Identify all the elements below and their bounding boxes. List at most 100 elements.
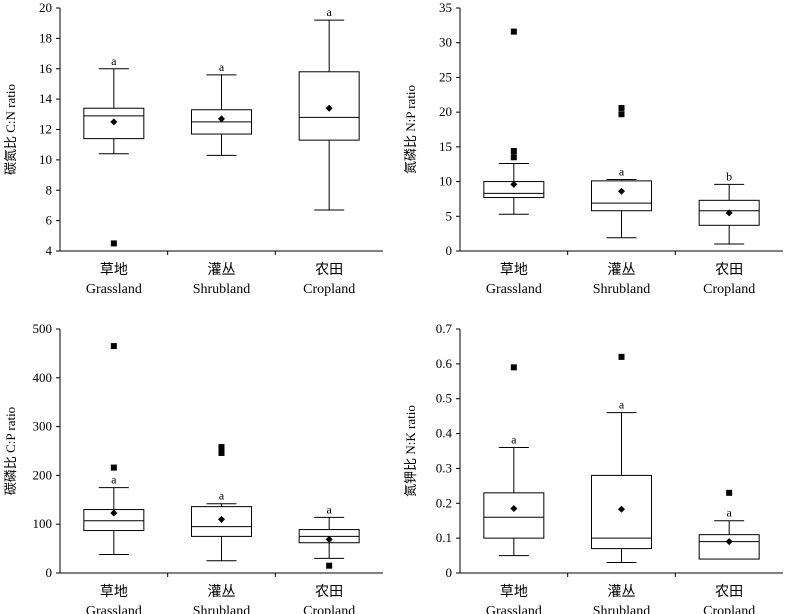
chart-panel-4: 0 0.1 0.2 0.3 0.4 0.5 0.6 0.7 氮钾比 N:K ratio 草地 Gra… xyxy=(403,321,783,614)
y-tick-label: 4 xyxy=(46,243,53,258)
category-label-zh: 灌丛 xyxy=(208,584,236,600)
significance-letter: a xyxy=(727,506,733,520)
y-axis-title: 氮磷比 N:P ratio xyxy=(403,85,418,174)
category-label-en: Cropland xyxy=(303,282,355,297)
category-label-en: Grassland xyxy=(486,604,542,614)
mean-marker xyxy=(618,187,625,195)
significance-letter: a xyxy=(111,473,117,487)
y-axis-title: 碳氮比 C:N ratio xyxy=(3,84,18,175)
y-tick-label: 400 xyxy=(33,370,53,385)
y-axis-title: 氮钾比 N:K ratio xyxy=(403,405,418,497)
y-tick-label: 0.2 xyxy=(436,495,452,510)
mean-marker xyxy=(325,104,333,112)
mean-marker xyxy=(110,118,118,126)
category-label-en: Grassland xyxy=(486,282,542,297)
category-label-zh: 农田 xyxy=(315,584,343,600)
box-plot-cropland: b xyxy=(698,169,760,245)
category-label-en: Grassland xyxy=(86,604,142,614)
y-tick-label: 5 xyxy=(446,208,453,223)
box-plot-shrubland: a xyxy=(591,104,652,239)
significance-letter: a xyxy=(111,54,117,68)
box-plot-shrubland: a xyxy=(191,444,252,562)
significance-letter: a xyxy=(219,489,225,503)
category-label-zh: 灌丛 xyxy=(608,584,636,600)
chart-panel-1: 4 6 8 10 12 14 16 18 20 碳氮比 C:N ratio 草地 Grassland 灌… xyxy=(3,0,383,297)
outlier-point xyxy=(110,240,117,247)
y-tick-label: 10 xyxy=(39,152,52,167)
outlier-point xyxy=(110,464,117,471)
category-label-en: Cropland xyxy=(703,604,755,614)
mean-marker xyxy=(510,505,518,513)
y-tick-label: 18 xyxy=(39,30,52,45)
y-axis-title: 碳磷比 C:P ratio xyxy=(3,407,18,495)
mean-marker xyxy=(510,180,518,188)
significance-letter: a xyxy=(327,502,333,516)
mean-marker xyxy=(218,115,225,123)
y-tick-label: 200 xyxy=(33,467,53,482)
y-tick-label: 0.6 xyxy=(436,356,453,371)
box-plot-shrubland: a xyxy=(191,60,252,156)
significance-letter: a xyxy=(327,5,333,19)
category-label-zh: 灌丛 xyxy=(608,262,636,278)
interquartile-box xyxy=(591,180,652,212)
box-plot-grassland: a xyxy=(483,28,545,215)
outlier-point xyxy=(326,562,333,569)
box-plot-grassland: a xyxy=(483,364,545,557)
outlier-point xyxy=(618,104,625,111)
category-label-en: Shrubland xyxy=(193,282,251,297)
y-tick-label: 15 xyxy=(439,139,452,154)
category-label-zh: 灌丛 xyxy=(208,262,236,278)
chart-panel-2: 0 5 10 15 20 25 30 35 氮磷比 N:P ratio 草地 Grassland 灌丛… xyxy=(403,0,783,297)
outlier-point xyxy=(218,444,225,451)
outlier-point xyxy=(510,148,517,155)
box-plot-cropland: a xyxy=(298,5,360,211)
category-label-en: Cropland xyxy=(303,604,355,614)
chart-panel-3: 0 100 200 300 400 500 碳磷比 C:P ratio 草地 Grassland… xyxy=(3,321,383,614)
significance-letter: a xyxy=(219,60,225,74)
y-tick-label: 35 xyxy=(439,0,452,15)
y-tick-label: 20 xyxy=(439,104,452,119)
y-tick-label: 0.5 xyxy=(436,391,452,406)
category-label-zh: 草地 xyxy=(100,262,128,278)
y-tick-label: 300 xyxy=(33,419,53,434)
mean-marker xyxy=(618,505,625,513)
y-tick-label: 30 xyxy=(439,35,452,50)
y-tick-label: 8 xyxy=(46,182,53,197)
outlier-point xyxy=(110,343,117,350)
outlier-point xyxy=(218,449,225,456)
box-plot-grassland: a xyxy=(83,343,145,555)
category-label-en: Shrubland xyxy=(593,604,651,614)
mean-marker xyxy=(725,209,733,217)
outlier-point xyxy=(726,489,733,496)
category-label-en: Cropland xyxy=(703,282,755,297)
y-tick-label: 100 xyxy=(33,516,53,531)
outlier-point xyxy=(510,364,517,371)
y-tick-label: 500 xyxy=(33,321,53,336)
y-tick-label: 20 xyxy=(39,0,52,15)
y-tick-label: 0.4 xyxy=(436,426,453,441)
box-plot-grassland: a xyxy=(83,54,145,247)
mean-marker xyxy=(325,535,333,543)
significance-letter: a xyxy=(619,398,625,412)
y-tick-label: 14 xyxy=(39,91,53,106)
y-tick-label: 25 xyxy=(439,69,452,84)
category-label-zh: 农田 xyxy=(715,262,743,278)
y-tick-label: 12 xyxy=(39,122,52,137)
outlier-point xyxy=(510,154,517,161)
category-label-zh: 草地 xyxy=(500,262,528,278)
category-label-zh: 农田 xyxy=(715,584,743,600)
mean-marker xyxy=(110,509,118,517)
y-tick-label: 16 xyxy=(39,61,53,76)
significance-letter: b xyxy=(726,169,732,183)
box-plot-cropland: a xyxy=(298,502,360,569)
category-label-zh: 农田 xyxy=(315,262,343,278)
box-plot-cropland: a xyxy=(698,489,760,560)
outlier-point xyxy=(618,353,625,360)
y-tick-label: 0.3 xyxy=(436,460,452,475)
outlier-point xyxy=(510,28,517,35)
category-label-en: Grassland xyxy=(86,282,142,297)
category-label-zh: 草地 xyxy=(100,584,128,600)
y-tick-label: 0 xyxy=(446,565,453,580)
interquartile-box xyxy=(483,492,545,539)
